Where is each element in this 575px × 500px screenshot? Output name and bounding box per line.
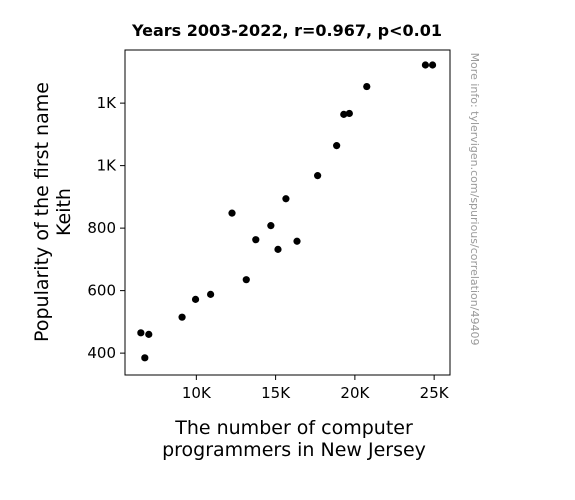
data-point (178, 313, 186, 321)
y-tick-label: 600 (87, 282, 116, 300)
plot-area: 10K 15K 20K 25K 400 600 800 1K 1K (87, 49, 451, 402)
data-point (293, 237, 301, 245)
data-point (267, 222, 275, 230)
data-point (242, 276, 250, 284)
y-tick-label: 800 (87, 219, 116, 237)
data-point (314, 172, 322, 180)
x-axis-label-line-2: programmers in New Jersey (162, 439, 426, 461)
plot-frame (124, 49, 451, 376)
y-axis: 400 600 800 1K 1K (87, 94, 125, 362)
data-points (137, 61, 437, 362)
y-tick-label: 1K (97, 94, 118, 112)
x-tick-label: 10K (182, 384, 212, 402)
data-point (252, 236, 260, 244)
y-axis-label-line-2: Keith (53, 188, 75, 236)
data-point (428, 61, 437, 69)
x-axis: 10K 15K 20K 25K (182, 375, 450, 402)
watermark-text: More info: tylervigen.com/spurious/corre… (468, 53, 481, 346)
data-point (145, 330, 153, 338)
data-point (363, 82, 371, 91)
data-point (207, 290, 215, 298)
data-point (141, 354, 149, 362)
data-point (333, 142, 341, 150)
x-tick-label: 15K (261, 384, 291, 402)
chart-title: Years 2003-2022, r=0.967, p<0.01 (131, 21, 442, 40)
data-point (137, 329, 145, 337)
x-tick-label: 20K (340, 384, 370, 402)
data-point (191, 295, 200, 303)
data-point (345, 109, 353, 118)
y-tick-label: 1K (97, 157, 118, 175)
data-point (228, 209, 236, 217)
data-point (340, 110, 348, 118)
data-point (274, 245, 282, 253)
data-point (421, 61, 430, 69)
x-axis-label-line-1: The number of computer (174, 417, 413, 439)
y-tick-label: 400 (87, 344, 116, 362)
y-axis-label-line-1: Popularity of the first name (31, 82, 53, 342)
data-point (282, 195, 290, 203)
x-tick-label: 25K (420, 384, 450, 402)
